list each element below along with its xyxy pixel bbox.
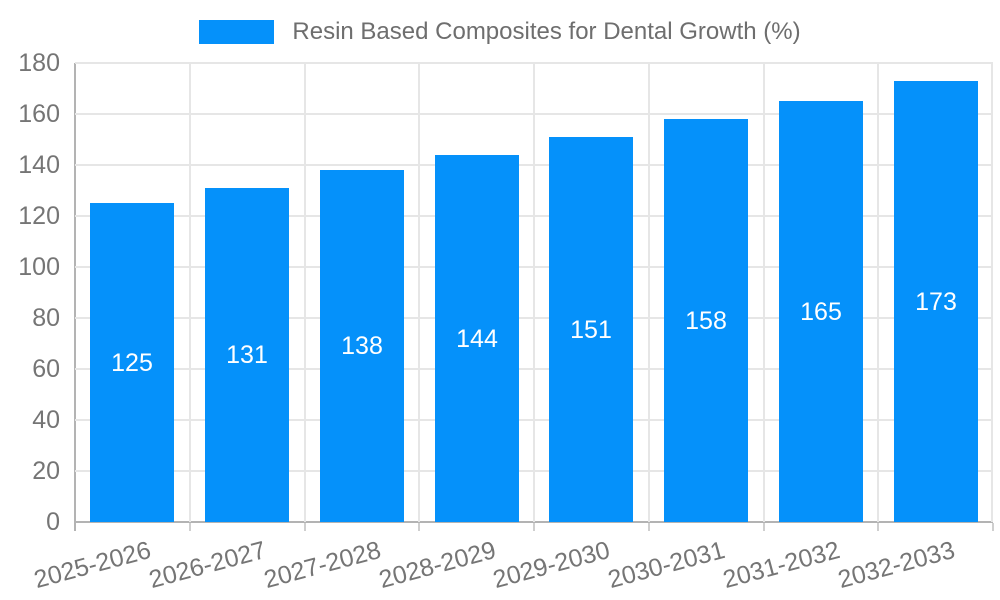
bar-2025-2026[interactable]: [90, 203, 174, 522]
gridline-v-1: [189, 63, 191, 522]
plot-area: 125 131 138 144 151 158 165 173: [75, 62, 993, 522]
legend-swatch: [199, 20, 275, 44]
x-axis-tick-7: [877, 523, 879, 531]
x-axis-tick-3: [418, 523, 420, 531]
y-tick-label-140: 140: [18, 151, 60, 179]
y-tick-label-60: 60: [32, 355, 60, 383]
x-axis-tick-6: [763, 523, 765, 531]
bar-2032-2033[interactable]: [894, 81, 978, 522]
bar-2027-2028[interactable]: [320, 170, 404, 522]
x-axis-tick-4: [533, 523, 535, 531]
gridline-v-3: [418, 63, 420, 522]
y-tick-label-120: 120: [18, 202, 60, 230]
y-tick-label-180: 180: [18, 49, 60, 77]
gridline-v-6: [763, 63, 765, 522]
y-tick-label-100: 100: [18, 253, 60, 281]
gridline-v-5: [648, 63, 650, 522]
x-tick-label-2029-2030: 2029-2030: [490, 536, 614, 594]
x-axis-tick-5: [648, 523, 650, 531]
x-tick-label-2026-2027: 2026-2027: [146, 536, 270, 594]
y-tick-label-80: 80: [32, 304, 60, 332]
gridline-v-7: [877, 63, 879, 522]
x-tick-label-2031-2032: 2031-2032: [720, 536, 844, 594]
bar-2030-2031[interactable]: [664, 119, 748, 522]
y-tick-label-160: 160: [18, 100, 60, 128]
legend[interactable]: Resin Based Composites for Dental Growth…: [0, 18, 1000, 45]
bar-2028-2029[interactable]: [435, 155, 519, 522]
x-axis-tick-2: [304, 523, 306, 531]
x-tick-label-2028-2029: 2028-2029: [376, 536, 500, 594]
y-tick-label-40: 40: [32, 406, 60, 434]
x-axis-tick-8: [992, 523, 994, 531]
bar-2029-2030[interactable]: [549, 137, 633, 522]
y-tick-label-0: 0: [46, 508, 60, 536]
x-tick-label-2030-2031: 2030-2031: [605, 536, 729, 594]
x-axis-tick-1: [189, 523, 191, 531]
x-axis-line: [74, 521, 993, 523]
y-axis-labels: 0 20 40 60 80 100 120 140 160 180: [0, 0, 60, 600]
bar-2031-2032[interactable]: [779, 101, 863, 522]
legend-label: Resin Based Composites for Dental Growth…: [292, 18, 801, 45]
x-tick-label-2027-2028: 2027-2028: [261, 536, 385, 594]
gridline-v-4: [533, 63, 535, 522]
y-tick-label-20: 20: [32, 457, 60, 485]
bar-2026-2027[interactable]: [205, 188, 289, 522]
y-axis-line: [74, 63, 76, 531]
gridline-v-8: [991, 63, 993, 522]
x-tick-label-2032-2033: 2032-2033: [835, 536, 959, 594]
gridline-v-2: [304, 63, 306, 522]
